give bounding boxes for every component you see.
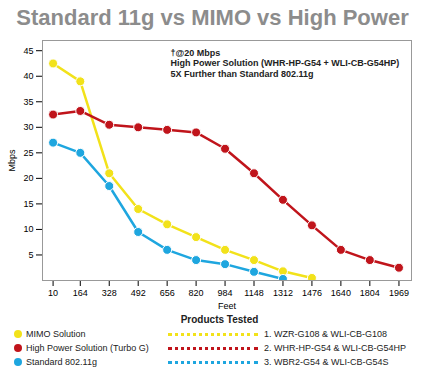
svg-text:1640: 1640 (331, 288, 351, 298)
html-text:Standard 11g vs MIMO vs High P: Standard 11g vs MIMO vs High Power (16, 5, 409, 30)
html-text:Standard 802.11g: Standard 802.11g (26, 357, 97, 367)
html-text:3. WBR2-G54 & WLI-CB-G54S: 3. WBR2-G54 & WLI-CB-G54S (264, 357, 389, 367)
svg-text:1969: 1969 (389, 288, 409, 298)
html-text:1. WZR-G108 & WLI-CB-G108: 1. WZR-G108 & WLI-CB-G108 (264, 329, 387, 339)
svg-text:492: 492 (131, 288, 146, 298)
svg-text:45: 45 (23, 46, 33, 56)
svg-text:820: 820 (189, 288, 204, 298)
svg-text:328: 328 (102, 288, 117, 298)
svg-text:984: 984 (218, 288, 233, 298)
svg-text:10: 10 (23, 224, 33, 234)
svg-text:1804: 1804 (360, 288, 380, 298)
svg-text:15: 15 (23, 199, 33, 209)
svg-text:30: 30 (23, 122, 33, 132)
svg-text:5: 5 (28, 250, 33, 260)
html-text:Products Tested: Products Tested (180, 314, 259, 325)
svg-text:†@20 MbpsHigh Power Solution (: †@20 MbpsHigh Power Solution (WHR-HP-G54… (171, 48, 400, 79)
html-text:MIMO Solution: MIMO Solution (26, 329, 86, 339)
svg-text:35: 35 (23, 97, 33, 107)
svg-text:1476: 1476 (302, 288, 322, 298)
svg-text:25: 25 (23, 148, 33, 158)
svg-text:20: 20 (23, 173, 33, 183)
svg-text:40: 40 (23, 71, 33, 81)
svg-text:Feet: Feet (218, 301, 237, 311)
svg-text:10: 10 (48, 288, 58, 298)
svg-text:164: 164 (73, 288, 88, 298)
html-text:2. WHR-HP-G54 & WLI-CB-G54HP: 2. WHR-HP-G54 & WLI-CB-G54HP (264, 343, 406, 353)
svg-text:Mbps: Mbps (7, 149, 17, 172)
svg-text:656: 656 (160, 288, 175, 298)
html-text:High Power Solution (Turbo G): High Power Solution (Turbo G) (26, 343, 149, 353)
svg-text:1148: 1148 (244, 288, 263, 298)
svg-text:1312: 1312 (273, 288, 293, 298)
